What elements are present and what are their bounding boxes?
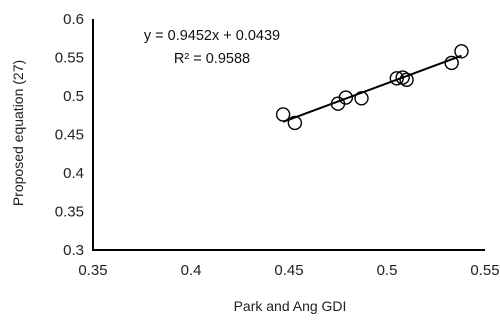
data-point <box>389 71 404 86</box>
data-points <box>275 44 469 131</box>
x-tick-label: 0.45 <box>274 262 303 279</box>
data-point <box>275 107 291 122</box>
x-tick-label: 0.55 <box>470 262 499 279</box>
data-point <box>338 90 354 105</box>
r-squared-label: R² = 0.9588 <box>174 51 250 67</box>
y-tick-label: 0.6 <box>63 11 84 28</box>
data-point <box>399 72 414 88</box>
x-axis-title: Park and Ang GDI <box>234 298 347 314</box>
x-tick-label: 0.5 <box>377 262 398 279</box>
axes <box>92 19 485 251</box>
data-point <box>395 70 410 85</box>
data-point <box>454 44 469 59</box>
trendline <box>282 54 462 123</box>
y-tick-label: 0.45 <box>55 127 84 144</box>
y-tick-label: 0.3 <box>63 242 84 259</box>
y-tick-labels: 0.3 0.35 0.4 0.45 0.5 0.55 0.6 <box>55 11 84 259</box>
y-axis-title: Proposed equation (27) <box>10 60 26 206</box>
trendline-equation: y = 0.9452x + 0.0439 <box>144 28 280 44</box>
y-tick-label: 0.55 <box>55 50 84 67</box>
y-tick-label: 0.35 <box>55 204 84 221</box>
data-point <box>287 115 303 131</box>
y-tick-label: 0.4 <box>63 165 84 182</box>
x-tick-label: 0.4 <box>181 262 202 279</box>
x-tick-labels: 0.35 0.4 0.45 0.5 0.55 <box>78 262 499 279</box>
data-point <box>354 91 369 106</box>
data-point <box>444 55 459 71</box>
x-tick-label: 0.35 <box>78 262 107 279</box>
y-tick-label: 0.5 <box>63 88 84 105</box>
